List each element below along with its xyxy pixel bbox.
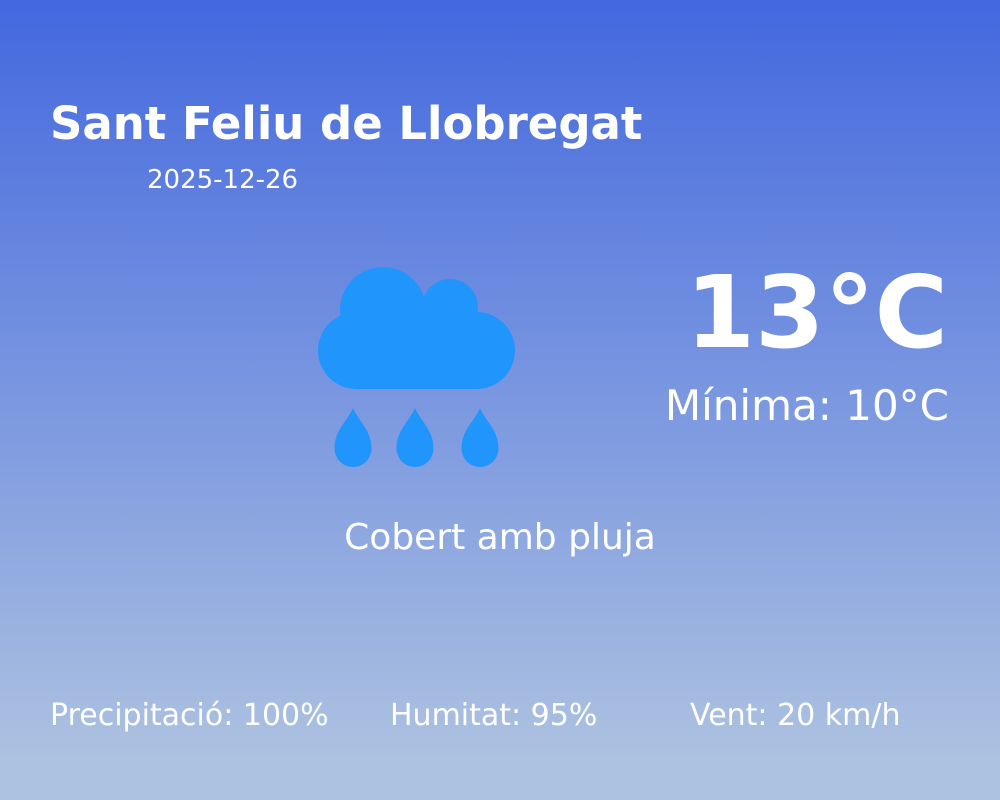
humidity-stat: Humitat: 95% — [390, 698, 598, 733]
rain-cloud-icon — [316, 265, 516, 470]
minimum-temperature: Mínima: 10°C — [664, 381, 949, 430]
precipitation-stat: Precipitació: 100% — [50, 698, 329, 733]
wind-stat: Vent: 20 km/h — [690, 698, 901, 733]
current-temperature: 13°C — [685, 254, 948, 371]
location-title: Sant Feliu de Llobregat — [50, 97, 643, 150]
condition-description: Cobert amb pluja — [344, 517, 656, 558]
forecast-date: 2025-12-26 — [147, 165, 299, 195]
